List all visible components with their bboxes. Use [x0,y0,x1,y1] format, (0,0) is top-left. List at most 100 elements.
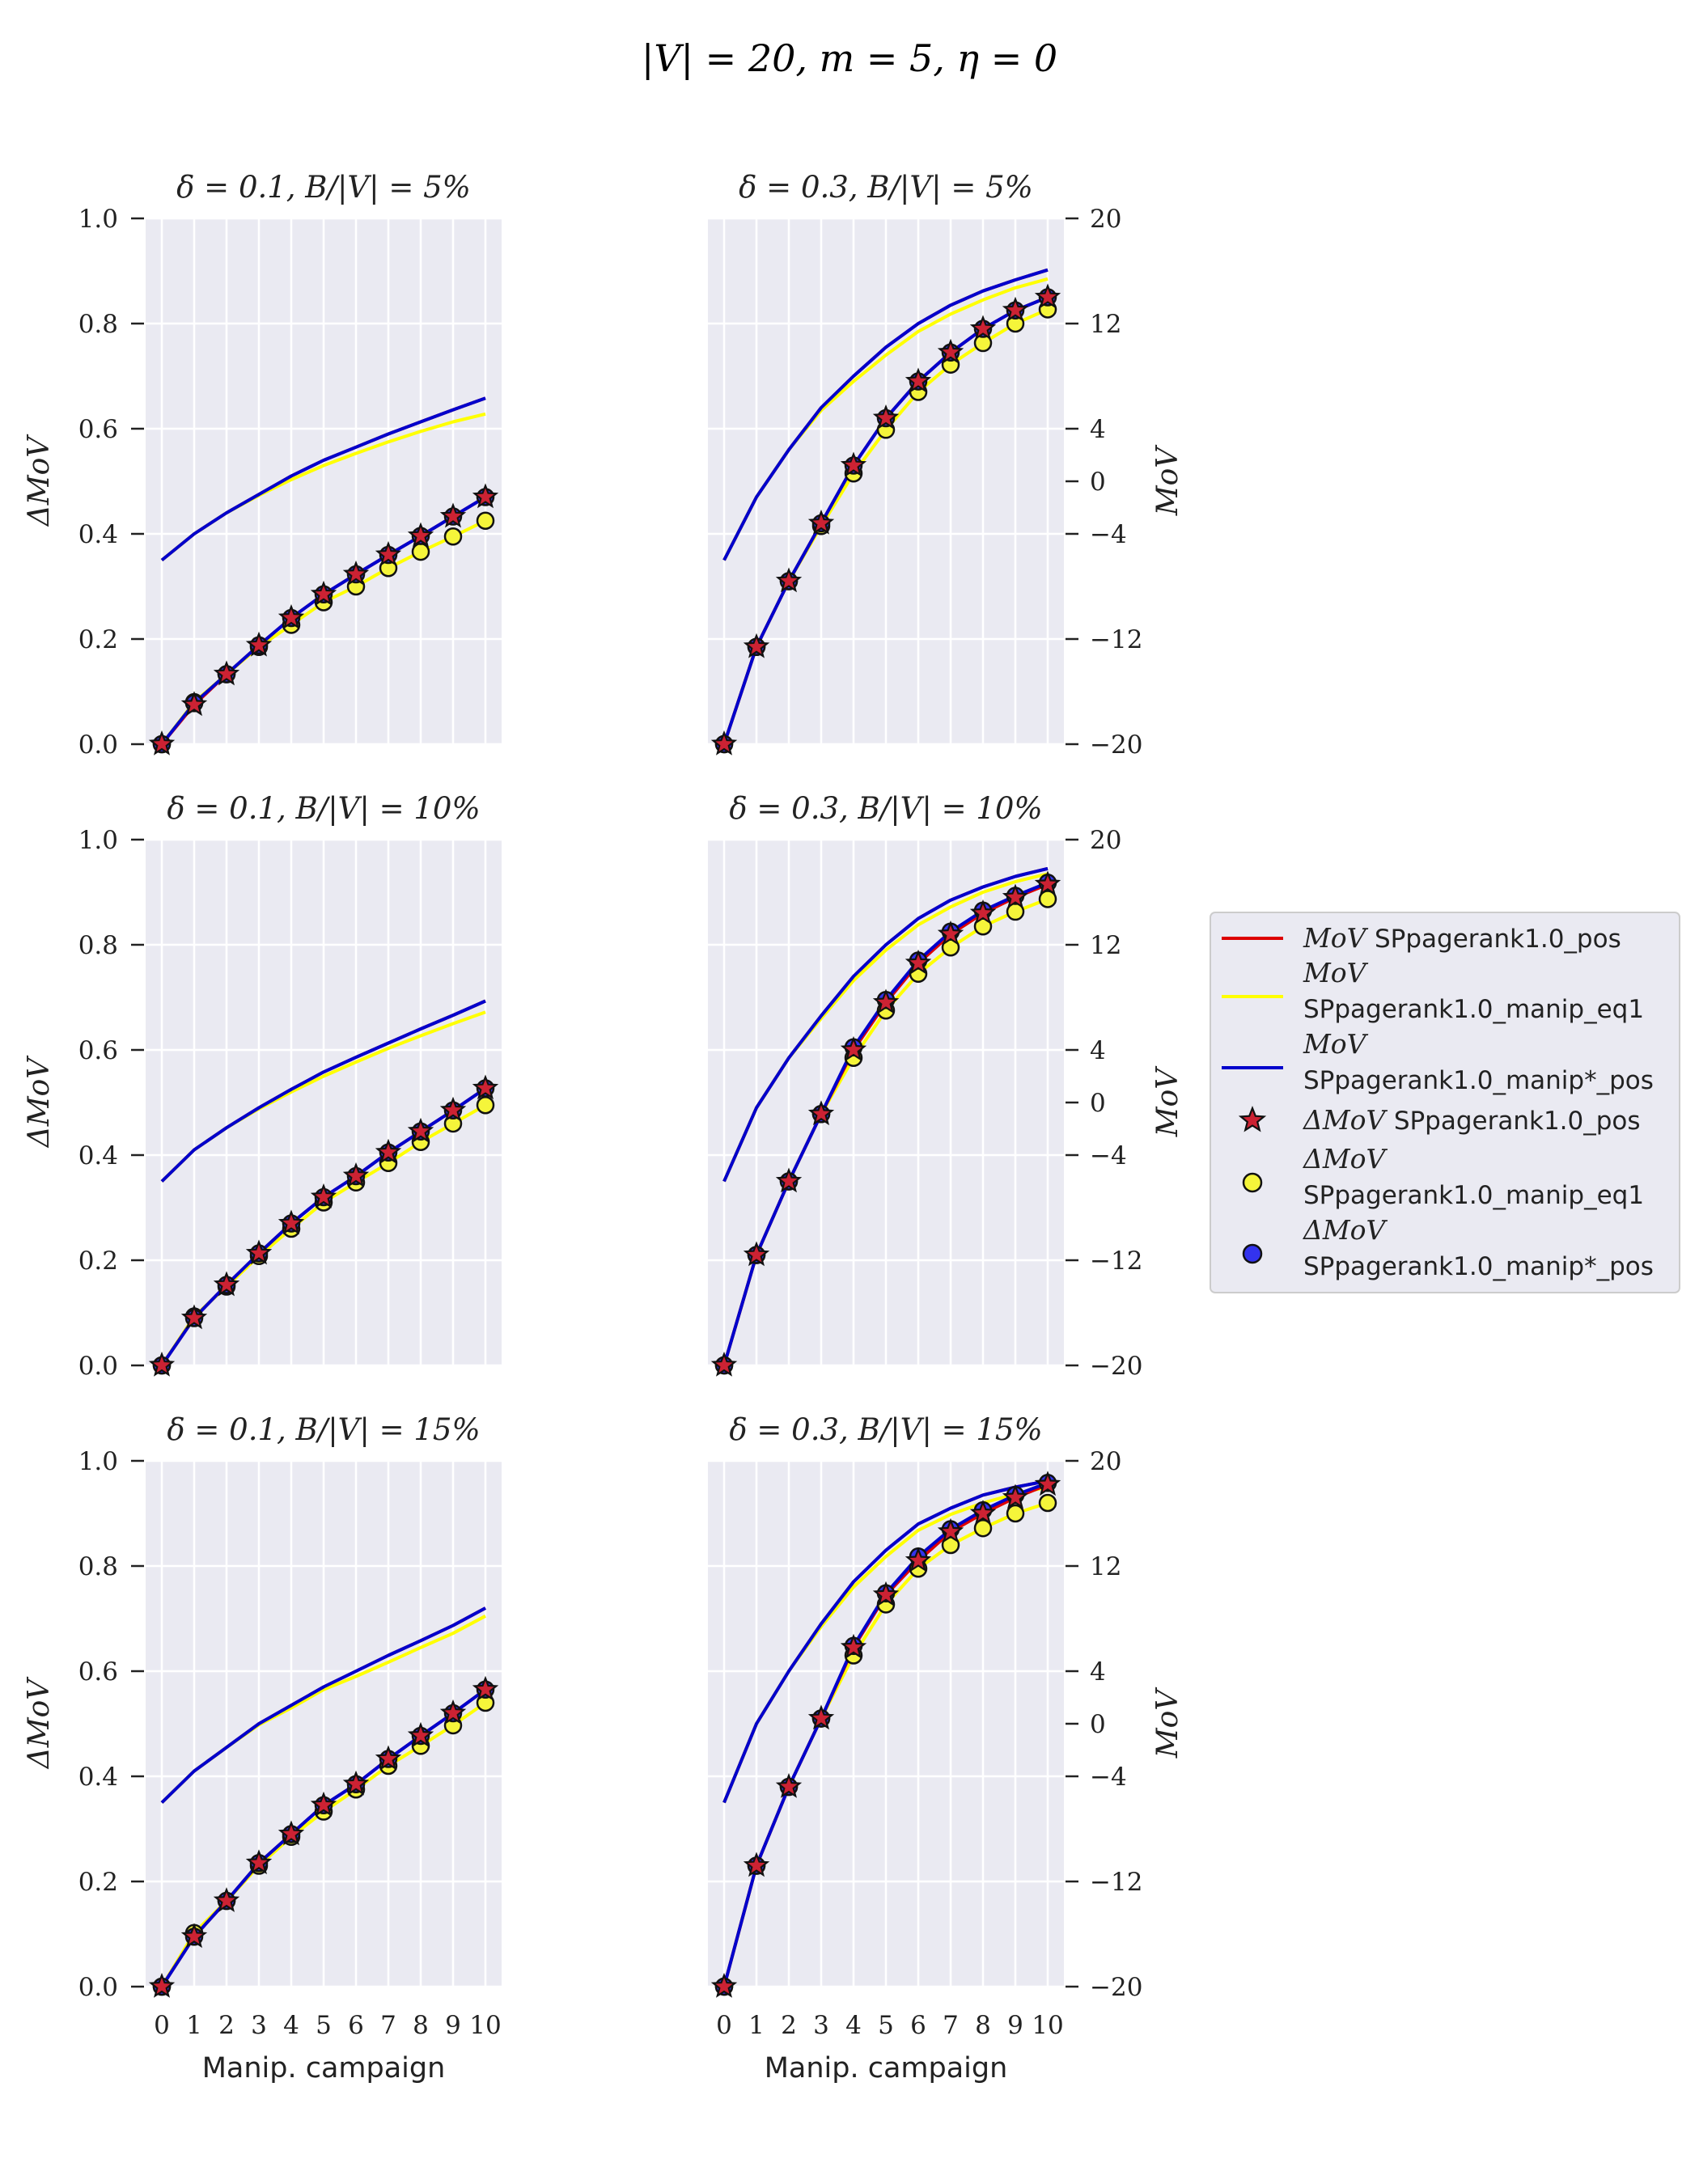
y-tick-label: 0.2 [78,1246,118,1276]
x-tick-label: 1 [186,2011,202,2040]
y-tick-label: 0.6 [78,415,118,444]
series-mov-manip-line [722,268,1049,561]
legend-series-label: SPpagerank1.0_manip*_pos [1303,1066,1654,1095]
y2-tick-label: −4 [1090,1763,1127,1792]
marker-dmov-pos [872,404,900,430]
legend-series-label: ΔMoV SPpagerank1.0_pos [1302,1104,1641,1136]
marker-dmov-eq1 [411,542,430,561]
legend-series-label: SPpagerank1.0_manip_eq1 [1303,995,1644,1024]
subplot-3: 0.0 0.2 0.4 0.6 0.8 1.0 δ = 0.1, B/|V| = 10% ΔM… [23,791,502,1381]
legend-box [1210,912,1680,1293]
marker-dmov-pos [937,920,964,946]
marker-dmov-pos [407,1117,434,1143]
y-tick-label: 0.0 [78,730,118,760]
x-tick-label: 5 [316,2011,332,2040]
marker-dmov-pos [472,483,499,509]
y2-tick-label: −4 [1090,520,1127,549]
y-tick-label: 1.0 [78,1447,118,1476]
x-axis-label: Manip. campaign [765,2052,1008,2085]
legend-series-label: SPpagerank1.0_manip*_pos [1303,1252,1654,1281]
marker-dmov-pos [342,1162,370,1187]
x-tick-label: 7 [380,2011,396,2040]
subplot-title: δ = 0.3, B/|V| = 15% [729,1412,1042,1447]
x-tick-label: 9 [1007,2011,1023,2040]
legend-circle-swatch [1242,1243,1263,1264]
marker-dmov-pos [905,1547,932,1572]
marker-dmov-eq1 [443,527,463,546]
y2-tick-label: −4 [1090,1141,1127,1170]
marker-dmov-pos [439,1699,467,1725]
y2-tick-label: 12 [1090,310,1121,339]
marker-dmov-pos [245,1849,273,1875]
marker-dmov-pos [245,1239,273,1265]
y-tick-label: 0.0 [78,1352,118,1381]
marker-dmov-pos [278,1209,305,1235]
series-mov-manip-line [160,1606,486,1804]
marker-dmov-pos [472,1675,499,1701]
y-tick-label: 0.4 [78,1763,118,1792]
subplot-title: δ = 0.1, B/|V| = 5% [176,170,471,205]
marker-dmov-pos [407,522,434,548]
x-tick-label: 10 [469,2011,501,2040]
marker-dmov-pos [310,1183,337,1208]
marker-dmov-pos [775,567,803,593]
y2-tick-label: 20 [1090,205,1121,234]
y2-tick-label: 0 [1090,1710,1106,1739]
marker-dmov-pos [710,1972,738,1998]
legend-series-label: SPpagerank1.0_manip_eq1 [1303,1181,1644,1210]
marker-dmov-pos [840,1633,867,1659]
y2-tick-label: −20 [1090,730,1142,760]
marker-dmov-pos [407,1721,434,1747]
x-tick-label: 0 [716,2011,732,2040]
subplot-title: δ = 0.3, B/|V| = 10% [729,791,1042,826]
subplot-2: −20 −12 −4 0 4 12 20 δ = 0.3, B/|V| = 5% MoV [708,170,1184,760]
marker-dmov-pos [1002,883,1029,909]
marker-dmov-pos [937,338,964,364]
marker-dmov-pos [840,1035,867,1061]
y2-tick-label: 0 [1090,1089,1106,1118]
marker-dmov-pos [937,1517,964,1543]
y-axis-label: ΔMoV [23,434,56,528]
legend-series-label: MoV SPpagerank1.0_pos [1303,922,1621,954]
marker-dmov-pos [969,899,997,925]
series-mov-manip-line [722,866,1049,1183]
x-tick-label: 6 [348,2011,364,2040]
marker-dmov-pos [375,1745,402,1771]
y2-tick-label: 20 [1090,826,1121,855]
marker-dmov-pos [807,1100,835,1126]
x-tick-label: 3 [813,2011,829,2040]
x-axis-label: Manip. campaign [202,2052,446,2085]
subplot-title: δ = 0.1, B/|V| = 15% [167,1412,480,1447]
subplot-1: 0.0 0.2 0.4 0.6 0.8 1.0 δ = 0.1, B/|V| = 5% ΔMo… [23,170,502,760]
y2-tick-label: 20 [1090,1447,1121,1476]
marker-dmov-eq1 [476,511,495,530]
series-mov-manip-line [160,396,486,562]
x-tick-label: 8 [975,2011,991,2040]
legend-circle-swatch [1242,1172,1263,1193]
marker-dmov-pos [775,1167,803,1193]
marker-dmov-pos [710,730,738,756]
subplot-5: 0.0 0.2 0.4 0.6 0.8 1.0 δ = 0.1, B/|V| = 15% ΔM… [23,1412,502,2085]
marker-dmov-pos [439,502,467,528]
marker-dmov-pos [807,1704,835,1730]
y2-tick-label: 4 [1090,415,1106,444]
y2-tick-label: −12 [1090,625,1142,654]
marker-dmov-pos [180,1923,208,1949]
legend-math-label: MoV [1303,1028,1369,1060]
y-axis-label: ΔMoV [23,1055,56,1149]
marker-dmov-pos [439,1096,467,1122]
marker-dmov-pos [969,1499,997,1525]
y-tick-label: 0.8 [78,1552,118,1581]
y-tick-label: 0.6 [78,1657,118,1687]
y-tick-label: 0.2 [78,625,118,654]
marker-dmov-eq1 [476,1096,495,1115]
y2-tick-label: 0 [1090,468,1106,497]
marker-dmov-pos [148,1351,176,1377]
x-tick-label: 7 [943,2011,959,2040]
figure-suptitle: |V| = 20, m = 5, η = 0 [642,36,1057,80]
y-axis-label: ΔMoV [23,1676,56,1771]
marker-dmov-pos [710,1351,738,1377]
marker-dmov-pos [278,603,305,629]
marker-dmov-pos [310,580,337,606]
